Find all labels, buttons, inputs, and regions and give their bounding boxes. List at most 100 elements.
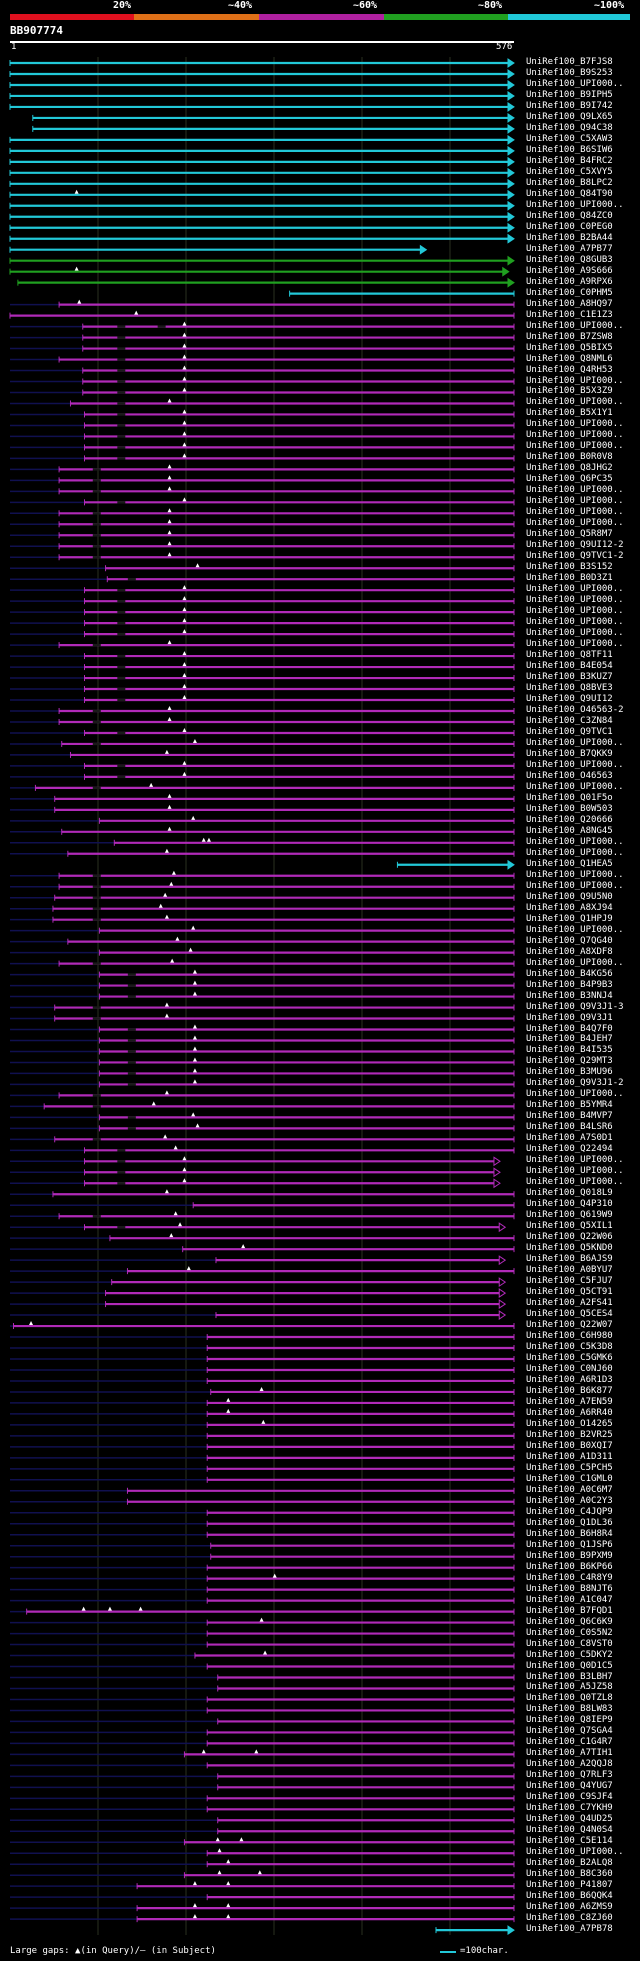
hit-label[interactable]: UniRef100_A2QQJ8 [526,1759,613,1770]
hit-row[interactable] [10,1520,515,1527]
hit-label[interactable]: UniRef100_B8LPC2 [526,177,613,188]
hit-label[interactable]: UniRef100_Q4UD25 [526,1814,613,1825]
hit-label[interactable]: UniRef100_Q1HEA5 [526,858,613,869]
hit-row[interactable] [10,662,515,671]
hit-row[interactable] [9,134,515,145]
hit-label[interactable]: UniRef100_Q8JHG2 [526,463,613,474]
hit-row[interactable] [10,1542,515,1549]
hit-row[interactable] [10,1859,515,1868]
hit-row[interactable] [9,211,515,222]
hit-label[interactable]: UniRef100_C8ZJ60 [526,1913,613,1924]
hit-label[interactable]: UniRef100_A9S666 [526,265,613,276]
hit-label[interactable]: UniRef100_B4E054 [526,661,613,672]
hit-row[interactable] [10,1630,515,1637]
hit-label[interactable]: UniRef100_C5FJU7 [526,1276,613,1287]
hit-label[interactable]: UniRef100_A6R1D3 [526,1374,613,1385]
hit-label[interactable]: UniRef100_B6K877 [526,1385,613,1396]
hit-row[interactable] [10,508,515,517]
hit-row[interactable] [10,1255,507,1266]
hit-label[interactable]: UniRef100_B3NNJ4 [526,990,613,1001]
hit-row[interactable] [10,1090,515,1099]
hit-row[interactable] [10,1729,515,1736]
hit-label[interactable]: UniRef100_C3ZN84 [526,715,613,726]
hit-row[interactable] [10,409,515,418]
hit-row[interactable] [10,1277,507,1288]
hit-row[interactable] [10,1222,507,1233]
hit-row[interactable] [10,576,515,583]
hit-label[interactable]: UniRef100_Q1HPJ9 [526,913,613,924]
hit-row[interactable] [10,782,515,791]
hit-row[interactable] [10,1189,515,1198]
hit-row[interactable] [17,277,515,288]
hit-row[interactable] [10,1024,515,1033]
hit-row[interactable] [10,1696,515,1703]
hit-row[interactable] [10,947,515,956]
hit-label[interactable]: UniRef100_UPI000.. [526,628,624,639]
hit-label[interactable]: UniRef100_UPI000.. [526,78,624,89]
hit-label[interactable]: UniRef100_A8XDF8 [526,946,613,957]
hit-row[interactable] [10,1068,515,1077]
hit-row[interactable] [10,1718,515,1725]
hit-label[interactable]: UniRef100_UPI000.. [526,617,624,628]
hit-label[interactable]: UniRef100_Q8GUB3 [526,254,613,265]
hit-label[interactable]: UniRef100_Q29MT3 [526,1056,613,1067]
hit-row[interactable] [10,1397,515,1406]
hit-row[interactable] [10,1685,515,1692]
hit-label[interactable]: UniRef100_C6H980 [526,1331,613,1342]
hit-row[interactable] [10,1035,515,1044]
hit-row[interactable] [10,1487,515,1494]
hit-row[interactable] [10,398,515,407]
hit-row[interactable] [10,673,515,682]
hit-label[interactable]: UniRef100_C0NJ60 [526,1363,613,1374]
hit-row[interactable] [10,826,515,835]
hit-row[interactable] [9,91,515,101]
hit-label[interactable]: UniRef100_UPI000.. [526,507,624,518]
hit-label[interactable]: UniRef100_Q5R8M7 [526,529,613,540]
hit-label[interactable]: UniRef100_B0W503 [526,803,613,814]
hit-row[interactable] [10,705,515,714]
hit-label[interactable]: UniRef100_Q5CES4 [526,1309,613,1320]
hit-label[interactable]: UniRef100_Q619W9 [526,1210,613,1221]
hit-row[interactable] [10,1650,515,1659]
hit-row[interactable] [10,1773,515,1780]
hit-label[interactable]: UniRef100_UPI000.. [526,595,624,606]
hit-row[interactable] [10,925,515,934]
hit-label[interactable]: UniRef100_Q22W06 [526,1232,613,1243]
hit-label[interactable]: UniRef100_Q8NML6 [526,353,613,364]
hit-row[interactable] [10,1531,515,1538]
hit-label[interactable]: UniRef100_A0C2Y3 [526,1495,613,1506]
hit-label[interactable]: UniRef100_UPI000.. [526,419,624,430]
hit-label[interactable]: UniRef100_Q9V3J1-3 [526,1001,624,1012]
hit-label[interactable]: UniRef100_UPI000.. [526,518,624,529]
hit-row[interactable] [10,881,515,890]
hit-row[interactable] [396,859,515,870]
hit-row[interactable] [10,1740,515,1747]
hit-label[interactable]: UniRef100_UPI000.. [526,1177,624,1188]
hit-row[interactable] [289,290,515,297]
hit-row[interactable] [10,1795,515,1802]
hit-row[interactable] [10,1573,515,1582]
hit-label[interactable]: UniRef100_Q9U5N0 [526,891,613,902]
hit-label[interactable]: UniRef100_Q7QG40 [526,935,613,946]
hit-label[interactable]: UniRef100_C1G4R7 [526,1737,613,1748]
hit-row[interactable] [10,1476,515,1483]
hit-row[interactable] [10,1509,515,1516]
hit-label[interactable]: UniRef100_Q0TZL8 [526,1693,613,1704]
hit-row[interactable] [10,497,515,506]
hit-label[interactable]: UniRef100_Q9LX65 [526,111,613,122]
hit-label[interactable]: UniRef100_C5XAW3 [526,133,613,144]
hit-label[interactable]: UniRef100_C5E114 [526,1836,613,1847]
hit-row[interactable] [10,1013,515,1022]
hit-row[interactable] [9,145,515,156]
hit-label[interactable]: UniRef100_B9IPH5 [526,89,613,100]
hit-row[interactable] [9,58,515,68]
hit-row[interactable] [10,1617,515,1626]
hit-row[interactable] [10,1903,515,1912]
hit-row[interactable] [10,958,515,967]
hit-label[interactable]: UniRef100_A1C047 [526,1594,613,1605]
hit-label[interactable]: UniRef100_B3KUZ7 [526,672,613,683]
hit-row[interactable] [10,1167,501,1178]
hit-row[interactable] [10,1586,515,1593]
hit-label[interactable]: UniRef100_UPI000.. [526,375,624,386]
hit-row[interactable] [10,299,515,308]
